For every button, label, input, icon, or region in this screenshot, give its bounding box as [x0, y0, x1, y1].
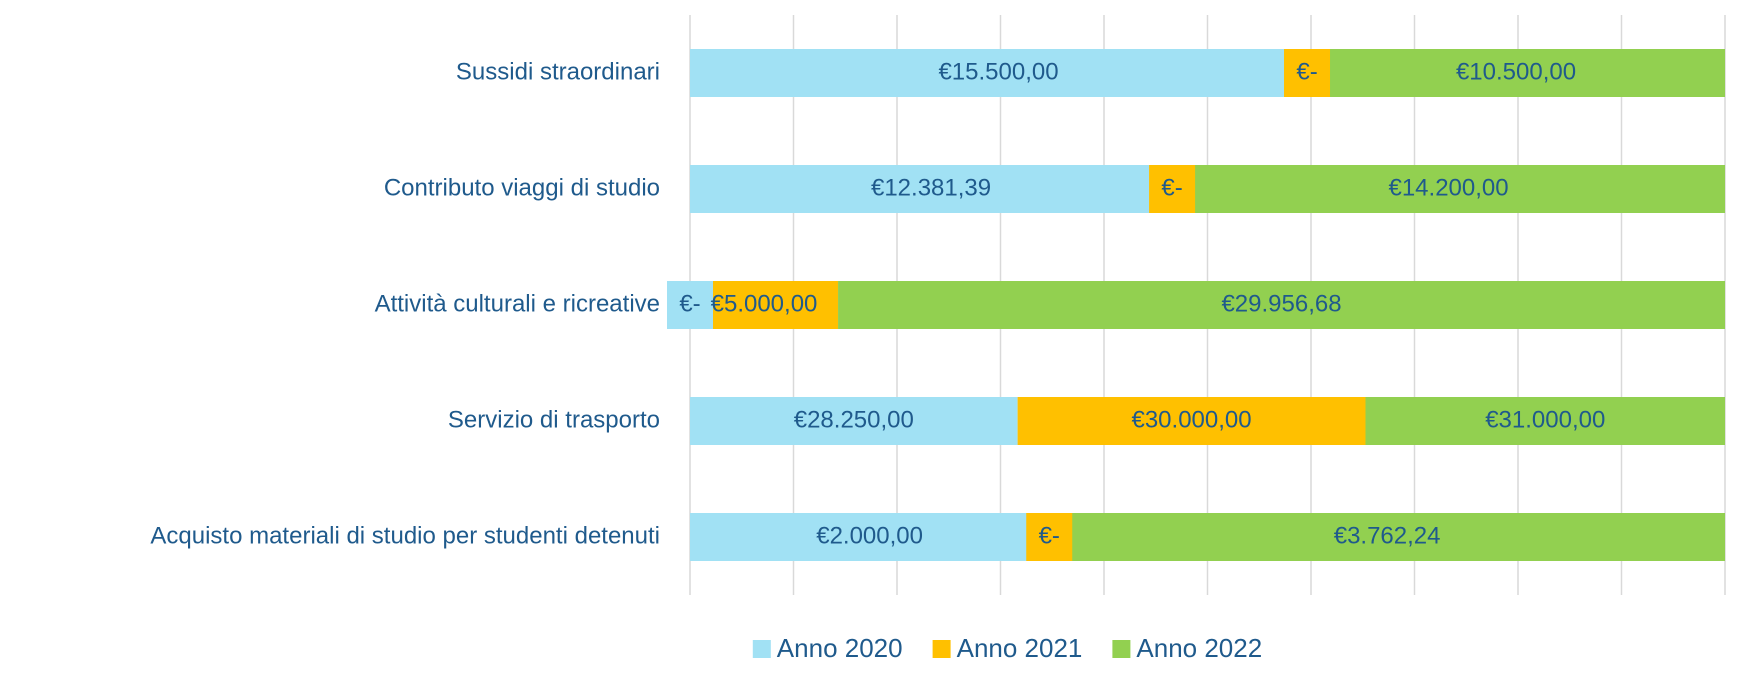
data-label: €5.000,00: [711, 290, 818, 317]
data-label: €-: [679, 290, 700, 317]
bar-segment: [690, 397, 1018, 445]
legend-swatch: [932, 640, 951, 658]
data-label: €3.762,24: [1334, 522, 1441, 549]
bar-segment: [1307, 49, 1725, 97]
data-label: €31.000,00: [1485, 406, 1605, 433]
y-tick-label: Sussidi straordinari: [456, 58, 660, 85]
legend-swatch: [1112, 640, 1131, 658]
data-label: €28.250,00: [794, 406, 914, 433]
label-background: [1026, 513, 1073, 561]
data-label: €29.956,68: [1221, 290, 1341, 317]
data-label: €10.500,00: [1456, 58, 1576, 85]
data-label: €-: [1039, 522, 1060, 549]
bar-segment: [1049, 513, 1725, 561]
legend-label: Anno 2021: [957, 633, 1083, 663]
label-background: [667, 281, 713, 329]
y-tick-label: Attività culturali e ricreative: [375, 290, 660, 317]
bar-segment: [838, 281, 1725, 329]
y-tick-label: Acquisto materiali di studio per student…: [150, 522, 660, 549]
bar-segment: [690, 281, 839, 329]
bar-segment: [1365, 397, 1725, 445]
data-label: €30.000,00: [1131, 406, 1251, 433]
bar-segment: [1172, 165, 1725, 213]
data-label: €-: [1161, 174, 1182, 201]
data-label: €12.381,39: [871, 174, 991, 201]
bar-segment: [1017, 397, 1366, 445]
legend-label: Anno 2022: [1136, 633, 1262, 663]
bar-segment: [690, 165, 1173, 213]
data-label: €14.200,00: [1388, 174, 1508, 201]
data-label: €15.500,00: [938, 58, 1058, 85]
legend-label: Anno 2020: [777, 633, 903, 663]
legend-swatch: [752, 640, 771, 658]
y-tick-label: Contributo viaggi di studio: [384, 174, 660, 201]
label-background: [1149, 165, 1196, 213]
y-tick-label: Servizio di trasporto: [448, 406, 660, 433]
data-label: €2.000,00: [816, 522, 923, 549]
label-background: [1284, 49, 1331, 97]
bar-segment: [690, 513, 1050, 561]
legend: Anno 2020 Anno 2021 Anno 2022: [752, 633, 1262, 663]
data-label: €-: [1296, 58, 1317, 85]
bar-segment: [690, 49, 1308, 97]
